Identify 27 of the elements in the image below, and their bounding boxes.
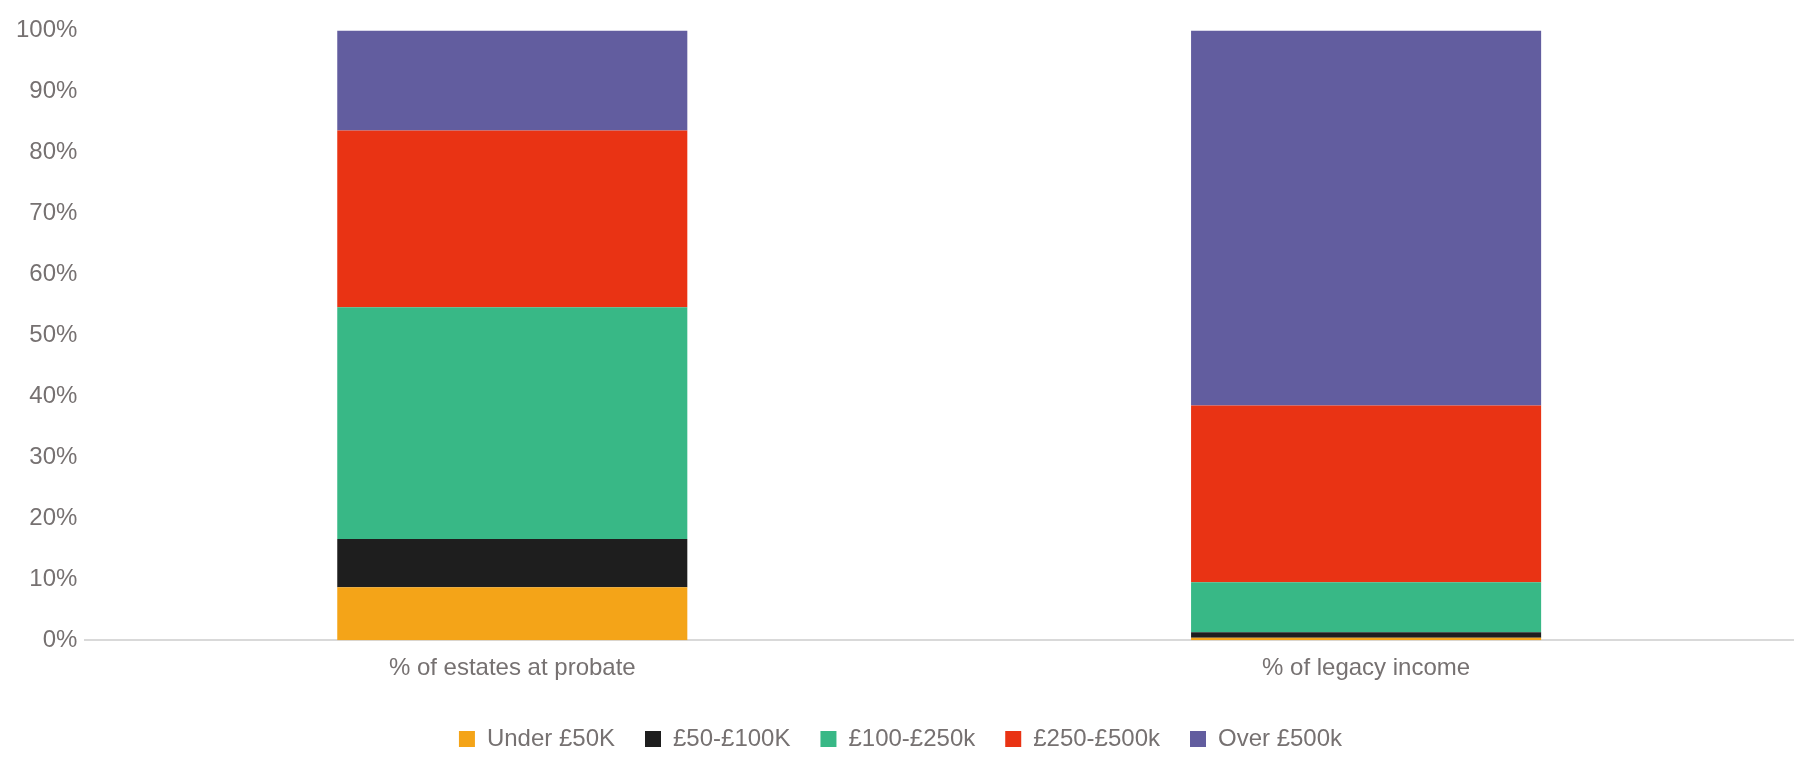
bar xyxy=(337,538,688,588)
bar xyxy=(337,30,688,131)
y-tick-label: 50% xyxy=(29,319,78,347)
bar xyxy=(337,130,688,308)
y-tick-label: 10% xyxy=(29,563,78,591)
y-tick-label: 60% xyxy=(29,258,78,286)
bar xyxy=(1191,632,1542,638)
y-tick-label: 90% xyxy=(29,76,78,103)
legend-label: £100-£250k xyxy=(848,723,977,751)
bar xyxy=(1191,582,1542,633)
bar xyxy=(1191,405,1542,583)
x-tick-label: % of estates at probate xyxy=(388,653,636,681)
y-tick-label: 80% xyxy=(29,136,78,164)
bar xyxy=(337,587,688,641)
legend-label: £50-£100K xyxy=(673,723,791,751)
y-tick-label: 40% xyxy=(29,380,78,408)
y-tick-label: 20% xyxy=(29,502,78,530)
legend-label: Under £50K xyxy=(486,723,616,751)
bar xyxy=(337,307,688,539)
legend-label: £250-£500k xyxy=(1033,723,1161,751)
y-tick-label: 100% xyxy=(15,15,78,43)
bar xyxy=(1191,30,1542,406)
legend-label: Over £500k xyxy=(1218,723,1344,751)
y-tick-label: 70% xyxy=(29,197,78,225)
y-tick-label: 0% xyxy=(42,624,78,652)
y-tick-label: 30% xyxy=(29,441,78,469)
x-tick-label: % of legacy income xyxy=(1262,653,1471,681)
